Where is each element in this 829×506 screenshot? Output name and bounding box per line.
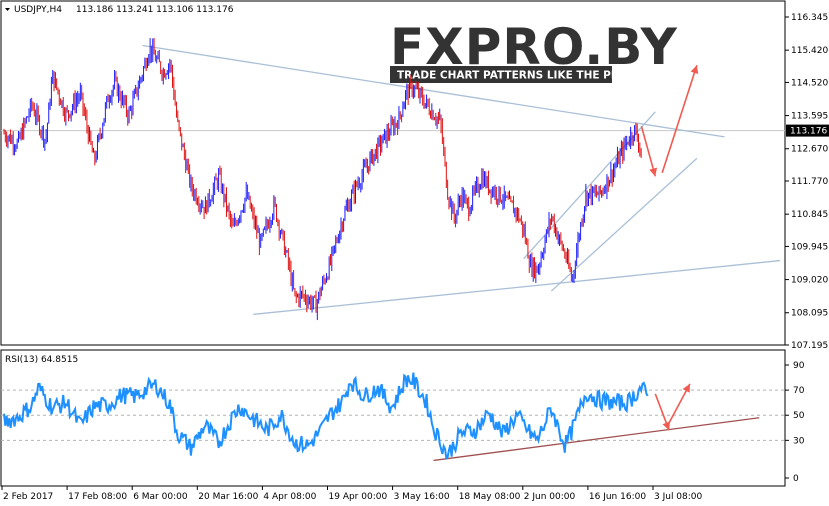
rsi-tick-label: 0 xyxy=(793,474,799,484)
price-tick-label: 114.520 xyxy=(791,78,828,88)
time-tick-label: 19 Apr 00:00 xyxy=(329,492,388,502)
fxpro-logo: FXPRO.BY TRADE CHART PATTERNS LIKE THE P… xyxy=(390,18,677,83)
symbol-label: USDJPY,H4 xyxy=(14,5,62,15)
rsi-axis: 90 70 50 30 0 xyxy=(785,361,805,484)
rsi-trendline[interactable] xyxy=(433,417,760,462)
projection-arrows xyxy=(640,64,699,177)
rsi-projection-arrows xyxy=(654,383,691,431)
trendline[interactable] xyxy=(253,259,781,315)
time-tick-label: 20 Mar 16:00 xyxy=(198,492,258,502)
symbol-header: USDJPY,H4 113.186 113.241 113.106 113.17… xyxy=(5,5,234,15)
rsi-label: RSI(13) 64.8515 xyxy=(5,355,78,365)
current-price-tag: 113.176 xyxy=(786,124,829,137)
current-price-label: 113.176 xyxy=(790,127,827,137)
price-tick-label: 113.595 xyxy=(791,112,828,122)
time-tick-label: 4 Apr 08:00 xyxy=(263,492,316,502)
price-tick-label: 107.195 xyxy=(791,341,828,351)
rsi-line xyxy=(3,372,649,461)
time-tick-label: 2 Feb 2017 xyxy=(3,492,53,502)
candles xyxy=(3,38,642,321)
projection-arrow[interactable] xyxy=(661,64,698,174)
rsi-tick-label: 90 xyxy=(793,361,805,371)
price-tick-label: 116.345 xyxy=(791,13,828,23)
rsi-tick-label: 30 xyxy=(793,436,805,446)
price-tick-label: 109.945 xyxy=(791,242,828,252)
time-tick-label: 18 May 08:00 xyxy=(459,492,521,502)
arrow-head-icon xyxy=(682,383,690,393)
rsi-tick-label: 70 xyxy=(793,386,805,396)
price-tick-label: 109.020 xyxy=(791,276,828,286)
time-axis: 2 Feb 2017 17 Feb 08:00 6 Mar 00:00 20 Mar … xyxy=(1,486,703,502)
price-tick-label: 111.770 xyxy=(791,177,828,187)
price-axis: 116.345 115.420 114.520 113.595 112.670 111.7… xyxy=(785,13,828,351)
price-tick-label: 115.420 xyxy=(791,46,828,56)
trendline[interactable] xyxy=(142,44,725,138)
price-tick-label: 108.095 xyxy=(791,309,828,319)
time-tick-label: 3 Jul 08:00 xyxy=(654,492,703,502)
time-tick-label: 17 Feb 08:00 xyxy=(68,492,127,502)
time-tick-label: 2 Jun 00:00 xyxy=(524,492,576,502)
time-tick-label: 3 May 16:00 xyxy=(394,492,450,502)
rsi-grid xyxy=(1,389,785,441)
logo-tagline: TRADE CHART PATTERNS LIKE THE PROS xyxy=(397,70,635,82)
time-tick-label: 16 Jun 16:00 xyxy=(589,492,646,502)
price-tick-label: 112.670 xyxy=(791,145,828,155)
time-tick-label: 6 Mar 00:00 xyxy=(133,492,188,502)
dropdown-triangle-icon[interactable] xyxy=(5,8,10,11)
ohlc-values: 113.186 113.241 113.106 113.176 xyxy=(76,5,234,15)
projection-arrow[interactable] xyxy=(640,125,657,177)
rsi-tick-label: 50 xyxy=(793,411,805,421)
arrow-head-icon xyxy=(690,65,699,75)
arrow-head-icon xyxy=(649,167,658,177)
rsi-trendline-group xyxy=(433,417,760,462)
arrow-head-icon xyxy=(662,421,671,431)
price-tick-label: 110.845 xyxy=(791,210,828,220)
rsi-frame xyxy=(0,349,786,487)
